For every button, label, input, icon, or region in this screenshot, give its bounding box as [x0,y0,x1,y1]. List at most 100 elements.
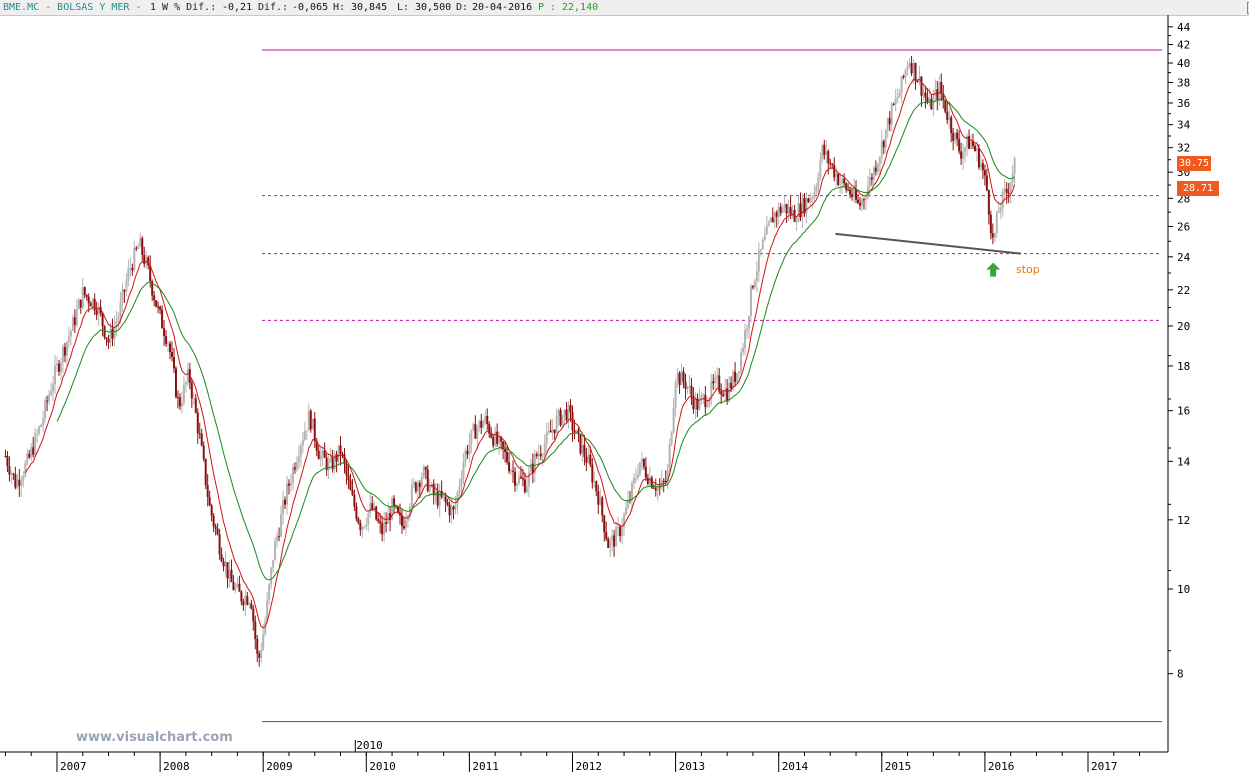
candle-down [353,494,356,507]
candle-up [767,222,770,226]
candle-down [597,491,600,505]
candle-down [242,601,245,606]
candle-down [359,522,362,531]
candle-down [956,132,959,139]
candle-down [569,405,572,413]
candle-down [293,467,296,470]
candle-down [888,118,891,125]
trend-line-group [835,232,1022,277]
low-label: L: [397,2,410,13]
candle-down [508,462,511,472]
candle-up [30,447,33,458]
candle-down [500,437,503,442]
candle-down [466,450,469,455]
candle-up [795,221,798,223]
candle-down [18,479,21,486]
candle-up [819,159,822,178]
candle-down [682,371,685,382]
candle-up [167,343,170,345]
candle-down [704,394,707,408]
candle-up [781,207,784,213]
candle-down [402,526,405,529]
candle-down [829,163,832,165]
y-tick-label: 8 [1177,668,1184,681]
y-tick-label: 18 [1177,360,1190,373]
candle-up [333,454,336,470]
candle-up [462,462,465,480]
candle-up [801,197,804,218]
candle-up [615,527,618,547]
candle-up [1001,191,1004,209]
candle-down [414,482,417,492]
candle-up [65,341,68,356]
close-icon[interactable]: × [1247,2,1249,14]
candle-down [246,596,249,605]
x-tick-label: 2014 [782,760,809,773]
stop-label: stop [1016,263,1040,276]
y-tick-label: 14 [1177,455,1191,468]
price-value: 22,140 [562,2,599,13]
candle-down [172,357,175,369]
candle-up [228,569,231,579]
candle-down [85,294,88,297]
candle-up [139,238,142,247]
candle-down [678,373,681,385]
up-arrow-icon [986,262,1001,277]
candle-up [627,499,630,508]
candle-up [738,371,741,374]
candle-down [930,98,933,110]
candle-down [589,454,592,465]
candle-down [252,608,255,622]
watermark: www.visualchart.com [76,730,233,745]
candle-up [127,268,130,281]
candle-down [6,456,9,467]
candle-down [198,433,201,435]
y-tick-label: 40 [1177,57,1190,70]
candle-down [399,512,402,516]
candle-up [908,63,911,66]
candle-up [192,398,195,400]
candle-up [42,418,45,425]
candle-down [147,257,150,266]
candle-down [585,456,588,463]
candle-down [200,433,203,446]
candle-up [468,443,471,455]
candle-up [54,365,57,385]
candle-up [809,198,812,203]
candle-down [549,430,552,433]
candle-up [783,204,786,208]
candle-up [472,424,475,430]
candle-up [36,433,39,435]
candle-up [367,512,370,525]
candle-down [355,506,358,519]
candle-down [942,93,945,101]
candle-down [862,199,865,201]
candle-up [280,514,283,537]
candle-down [250,603,253,609]
candle-up [383,522,386,535]
candle-up [56,363,58,366]
candle-down [87,296,90,304]
candle-down [722,394,725,397]
candle-down [210,505,213,516]
candle-down [135,247,138,249]
candle-up [262,633,265,650]
candle-down [95,310,98,315]
candle-down [32,447,35,455]
candle-down [987,190,990,215]
candle-up [630,482,633,501]
candle-down [393,498,396,506]
candle-down [157,306,160,308]
candle-up [494,431,497,446]
price-tag-level: 28.71 [1177,181,1219,196]
candle-down [559,410,562,426]
candle-up [285,483,288,505]
candle-up [759,249,762,251]
candle-up [835,173,838,178]
candle-down [940,81,943,94]
candle-down [944,100,947,112]
candle-up [182,384,185,403]
candle-down [789,206,792,215]
candle-up [757,250,760,272]
